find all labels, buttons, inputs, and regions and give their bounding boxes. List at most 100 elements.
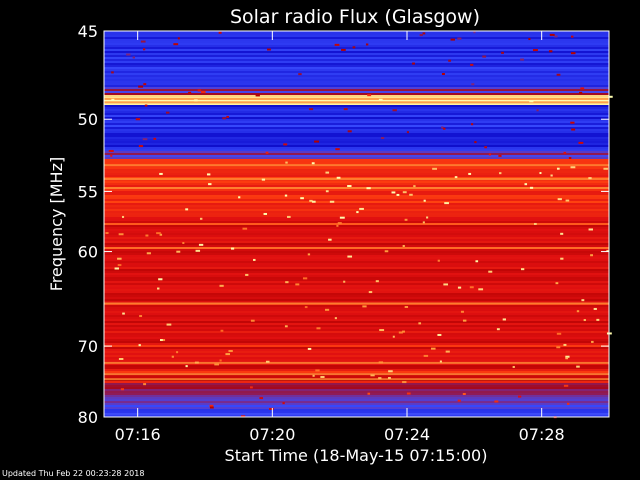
heatmap-speck — [606, 249, 609, 252]
heatmap-speck — [316, 327, 321, 330]
y-tick-label: 80 — [78, 408, 98, 427]
heatmap-speck — [402, 330, 405, 333]
heatmap-row — [104, 371, 609, 373]
heatmap-row — [104, 261, 609, 263]
heatmap-speck — [143, 383, 147, 386]
y-tick-label: 60 — [78, 243, 98, 262]
heatmap-row — [104, 243, 609, 245]
heatmap-line — [104, 101, 609, 104]
heatmap-speck — [579, 91, 583, 94]
heatmap-speck — [365, 43, 369, 46]
heatmap-speck — [539, 172, 542, 175]
heatmap-speck — [474, 141, 477, 144]
heatmap-speck — [396, 193, 400, 196]
heatmap-speck — [362, 305, 367, 308]
heatmap-speck — [337, 222, 342, 225]
heatmap-speck — [341, 48, 346, 51]
heatmap-row — [104, 191, 609, 193]
heatmap-row — [104, 329, 609, 331]
heatmap-row — [104, 289, 609, 291]
heatmap-speck — [153, 137, 157, 140]
heatmap-row — [104, 307, 609, 309]
heatmap-speck — [571, 35, 574, 38]
heatmap-speck — [283, 143, 288, 146]
heatmap-speck — [454, 176, 458, 179]
heatmap-speck — [398, 331, 403, 334]
heatmap-row — [104, 367, 609, 369]
heatmap-speck — [285, 161, 288, 164]
heatmap-speck — [111, 71, 114, 74]
heatmap-speck — [311, 162, 315, 165]
heatmap-speck — [334, 43, 340, 46]
heatmap-row — [104, 365, 609, 367]
heatmap-speck — [588, 228, 593, 231]
heatmap-speck — [406, 392, 411, 395]
heatmap-row — [104, 91, 609, 93]
heatmap-speck — [176, 351, 179, 354]
heatmap-row — [104, 265, 609, 267]
heatmap-speck — [563, 343, 567, 346]
heatmap-speck — [388, 376, 391, 379]
heatmap-row — [104, 201, 609, 203]
heatmap-speck — [339, 216, 345, 219]
heatmap-row — [104, 125, 609, 127]
updated-timestamp: Updated Thu Feb 22 00:23:28 2018 — [2, 469, 145, 478]
heatmap-row — [104, 359, 609, 361]
heatmap-row — [104, 221, 609, 223]
heatmap-speck — [157, 287, 160, 290]
heatmap-row — [104, 103, 609, 105]
heatmap-speck — [450, 38, 455, 41]
heatmap-row — [104, 39, 609, 41]
y-tick-label: 70 — [78, 337, 98, 356]
heatmap-row — [104, 109, 609, 111]
heatmap-speck — [444, 202, 449, 205]
heatmap-speck — [580, 87, 585, 90]
heatmap-speck — [165, 111, 170, 114]
heatmap-speck — [282, 402, 285, 405]
heatmap-row — [104, 225, 609, 227]
heatmap-row — [104, 45, 609, 47]
heatmap-row — [104, 223, 609, 225]
heatmap-specks — [105, 31, 613, 419]
heatmap-speck — [567, 402, 570, 405]
heatmap-row — [104, 363, 609, 365]
heatmap-row — [104, 327, 609, 329]
heatmap-row — [104, 53, 609, 55]
heatmap-speck — [488, 153, 492, 156]
heatmap-speck — [565, 199, 570, 202]
heatmap-speck — [437, 333, 442, 336]
heatmap-row — [104, 213, 609, 215]
heatmap-row — [104, 247, 609, 249]
heatmap-speck — [457, 37, 462, 40]
heatmap-speck — [413, 185, 416, 188]
heatmap-speck — [261, 178, 266, 181]
heatmap-row — [104, 325, 609, 327]
heatmap-row — [104, 405, 609, 407]
heatmap-row — [104, 193, 609, 195]
heatmap-row — [104, 269, 609, 271]
heatmap-speck — [556, 167, 560, 170]
y-axis: 45 50 55 60 70 80 — [78, 22, 609, 427]
heatmap-row — [104, 235, 609, 237]
heatmap-speck — [185, 365, 188, 368]
heatmap-speck — [441, 73, 445, 76]
heatmap-speck — [471, 123, 474, 126]
heatmap-speck — [241, 415, 246, 418]
heatmap-row — [104, 281, 609, 283]
heatmap-speck — [379, 329, 385, 332]
heatmap-row — [104, 147, 609, 149]
heatmap-row — [104, 353, 609, 355]
heatmap-speck — [336, 224, 339, 227]
heatmap-speck — [529, 186, 534, 189]
heatmap-line — [104, 98, 609, 101]
heatmap-speck — [108, 149, 114, 152]
heatmap-line — [104, 178, 609, 181]
heatmap-row — [104, 37, 609, 39]
heatmap-speck — [404, 305, 409, 308]
heatmap-speck — [457, 286, 462, 289]
heatmap-speck — [470, 63, 474, 66]
heatmap-speck — [404, 218, 408, 221]
heatmap-row — [104, 347, 609, 349]
heatmap-speck — [325, 190, 329, 193]
